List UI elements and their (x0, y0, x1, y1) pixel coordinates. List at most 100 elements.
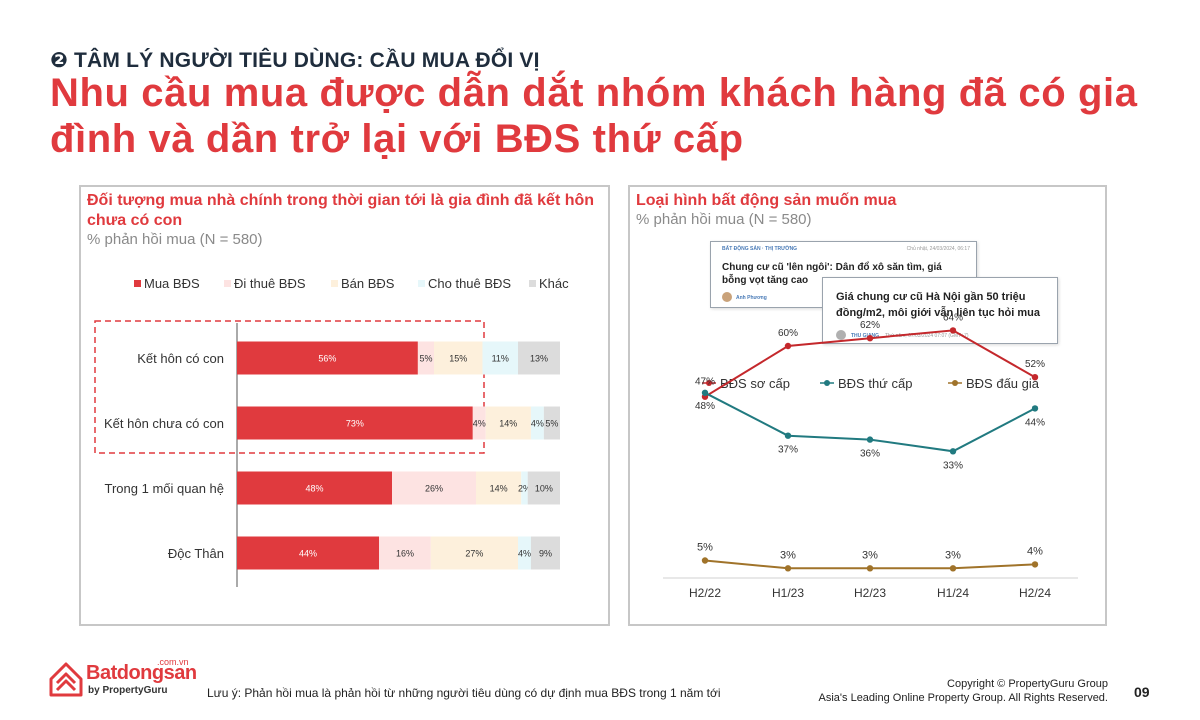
news-card-1-date: Chủ nhật, 24/03/2024, 06:17 (906, 246, 970, 252)
line-legend-marker-1 (824, 380, 830, 386)
series-point (949, 448, 957, 455)
bar-segment (430, 536, 519, 570)
series-point (866, 565, 874, 572)
legend-swatch-1 (224, 280, 231, 287)
bar-data-label: 14% (499, 419, 517, 429)
series-point (784, 432, 792, 439)
line-legend-marker-0 (706, 380, 712, 386)
line-legend-label-1: BĐS thứ cấp (838, 376, 912, 391)
line-x-tick-label: H1/23 (772, 586, 804, 600)
series-point (784, 565, 792, 572)
legend-swatch-4 (529, 280, 536, 287)
series-data-label: 33% (943, 460, 963, 471)
series-point (784, 342, 792, 350)
bar-segment (392, 471, 477, 505)
line-chart: BĐS sơ cấp BĐS thứ cấp BĐS đấu giá H2/22 H1/… (663, 312, 1078, 600)
bar-data-label: 2% (518, 484, 531, 494)
news-card-1-avatar (722, 292, 732, 302)
left-panel-title: Đối tượng mua nhà chính trong thời gian … (87, 192, 595, 229)
series-point (866, 335, 874, 342)
bar-segment (530, 536, 560, 570)
bar-segment (543, 406, 560, 440)
bar-data-label: 16% (396, 549, 414, 559)
logo-domain: .com.vn (157, 657, 189, 667)
series-data-label: 44% (1025, 417, 1045, 428)
series-point (701, 389, 709, 396)
bar-data-label: 4% (531, 419, 544, 429)
series-data-label: 4% (1027, 545, 1043, 557)
legend-label-4: Khác (539, 276, 569, 291)
logo-wordmark: Batdongsan (86, 662, 197, 684)
footnote: Lưu ý: Phản hồi mua là phản hồi từ những… (207, 686, 721, 700)
bar-segment (472, 406, 486, 440)
legend-swatch-3 (418, 280, 425, 287)
series-point (1031, 374, 1039, 381)
news-card-2-avatar (836, 330, 846, 340)
bar-data-label: 9% (539, 549, 552, 559)
bar-segment (485, 406, 531, 440)
page-title: Nhu cầu mua được dẫn dắt nhóm khách hàng… (50, 71, 1138, 161)
left-chart-panel: Đối tượng mua nhà chính trong thời gian … (79, 185, 610, 626)
series-point (949, 565, 957, 572)
series-data-label: 48% (695, 401, 715, 412)
series-data-label: 37% (778, 445, 798, 456)
bar-segment (530, 406, 544, 440)
right-panel-subtitle: % phản hồi mua (N = 580) (636, 211, 812, 228)
series-data-label: 5% (697, 542, 713, 554)
bar-data-label: 48% (306, 484, 324, 494)
section-marker: ❷ (50, 49, 68, 72)
bar-data-label: 56% (318, 354, 336, 364)
highlight-box (94, 320, 485, 454)
batdongsan-logo: .com.vn Batdongsan by PropertyGuru (48, 657, 208, 702)
legend-label-1: Đi thuê BĐS (234, 276, 306, 291)
bar-data-label: 15% (449, 354, 467, 364)
bar-data-label: 5% (545, 419, 558, 429)
bar-category-label: Trong 1 mối quan hệ (105, 481, 224, 496)
bar-data-label: 27% (465, 549, 483, 559)
logo-byline: by PropertyGuru (88, 685, 168, 696)
news-card-2-author: THU GIANG (851, 333, 880, 339)
bar-segment (417, 341, 435, 375)
bar-segment (518, 536, 531, 570)
section-label-text: TÂM LÝ NGƯỜI TIÊU DÙNG: CẦU MUA ĐỔI VỊ (74, 49, 540, 72)
line-legend-label-2: BĐS đấu giá (966, 376, 1040, 391)
line-legend-label-0: BĐS sơ cấp (720, 376, 790, 391)
series-point (1031, 405, 1039, 412)
bar-segment (482, 341, 519, 375)
left-panel-subtitle: % phản hồi mua (N = 580) (87, 231, 263, 248)
series-data-label: 47% (695, 377, 715, 388)
bar-category-label: Kết hôn chưa có con (104, 416, 224, 431)
series-data-label: 3% (780, 549, 796, 561)
bar-data-label: 10% (535, 484, 553, 494)
bar-data-label: 26% (425, 484, 443, 494)
series-data-label: 36% (860, 449, 880, 460)
bar-category-label: Độc Thân (168, 546, 224, 561)
copyright: Copyright © PropertyGuru Group Asia's Le… (819, 677, 1108, 705)
bar-segment (434, 341, 483, 375)
bar-data-label: 13% (530, 354, 548, 364)
bar-segment (518, 341, 560, 375)
news-card-1-tag: BẤT ĐỘNG SẢN · THỊ TRƯỜNG (722, 246, 798, 252)
series-point (866, 436, 874, 443)
series-data-label: 62% (860, 320, 880, 331)
news-card-2: Giá chung cư cũ Hà Nội gần 50 triệu đồng… (822, 277, 1058, 344)
bar-segment (379, 536, 431, 570)
bar-data-label: 11% (492, 354, 509, 364)
stacked-bar-chart: Mua BĐS Đi thuê BĐS Bán BĐS Cho thuê BĐS Khá… (94, 276, 569, 587)
line-x-tick-label: H1/24 (937, 586, 969, 600)
bar-data-label: 44% (299, 549, 317, 559)
series-point (1031, 561, 1039, 568)
copyright-line-2: Asia's Leading Online Property Group. Al… (818, 692, 1108, 704)
series-data-label: 60% (778, 328, 798, 339)
legend-swatch-0 (134, 280, 141, 287)
series-point (949, 327, 957, 334)
right-panel-title: Loại hình bất động sản muốn mua (636, 192, 897, 209)
series-data-label: 64% (943, 312, 963, 323)
section-label: ❷ TÂM LÝ NGƯỜI TIÊU DÙNG: CẦU MUA ĐỔI VỊ (50, 48, 540, 73)
line-x-tick-label: H2/22 (689, 586, 721, 600)
bar-segment (237, 406, 473, 440)
bar-data-label: 73% (346, 419, 364, 429)
series-data-label: 3% (862, 549, 878, 561)
page-number: 09 (1134, 684, 1150, 700)
right-chart-panel: Loại hình bất động sản muốn mua % phản h… (628, 185, 1107, 626)
